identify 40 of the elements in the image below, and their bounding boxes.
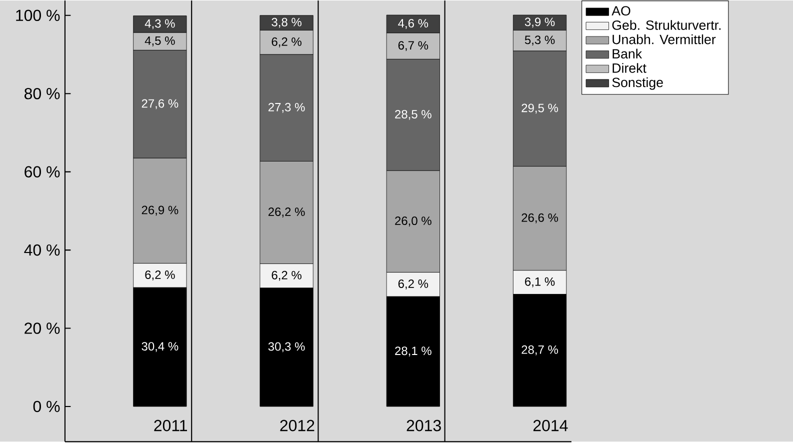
legend-label: Geb. Strukturvertr. [612,20,721,30]
data-label: 26,0 % [395,216,432,227]
data-label: 28,7 % [522,346,558,356]
legend-label: Unabh. Vermittler [612,34,716,44]
data-label: 27,6 % [142,99,178,110]
legend-label: Bank [612,48,642,59]
data-label: 6,2 % [145,270,175,281]
legend-label: Sonstige [612,78,663,90]
data-label: 26,2 % [268,208,305,218]
data-label: 26,9 % [142,206,178,216]
x-tick-label: 2013 [406,420,441,432]
data-label: 28,1 % [395,346,432,357]
data-label: 3,8 % [272,18,302,28]
data-label: 29,5 % [522,104,558,114]
x-tick-label: 2011 [154,420,188,432]
data-label: 6,2 % [398,280,428,290]
data-label: 6,1 % [525,278,555,288]
y-tick-label: 100 % [16,10,60,22]
y-tick-label: 80 % [24,88,60,100]
data-label: 30,3 % [268,342,305,352]
data-label: 4,5 % [144,36,175,47]
data-label: 26,6 % [522,214,558,224]
legend-label: AO [612,6,630,16]
y-tick-label: 0 % [33,401,60,412]
data-label: 30,4 % [142,342,178,352]
y-tick-label: 40 % [24,244,60,256]
data-label: 27,3 % [268,103,305,114]
data-label: 4,6 % [398,19,428,30]
data-label: 6,7 % [398,41,428,52]
data-label: 3,9 % [524,18,555,28]
data-label: 5,3 % [524,36,555,46]
data-label: 4,3 % [144,19,175,30]
data-label: 6,2 % [272,271,302,282]
x-tick-label: 2014 [533,420,568,432]
x-tick-label: 2012 [280,420,314,432]
data-label: 6,2 % [272,38,302,48]
y-tick-label: 60 % [24,166,60,178]
y-tick-label: 20 % [24,322,60,334]
data-label: 28,5 % [395,110,432,120]
legend-label: Direkt [612,63,646,74]
